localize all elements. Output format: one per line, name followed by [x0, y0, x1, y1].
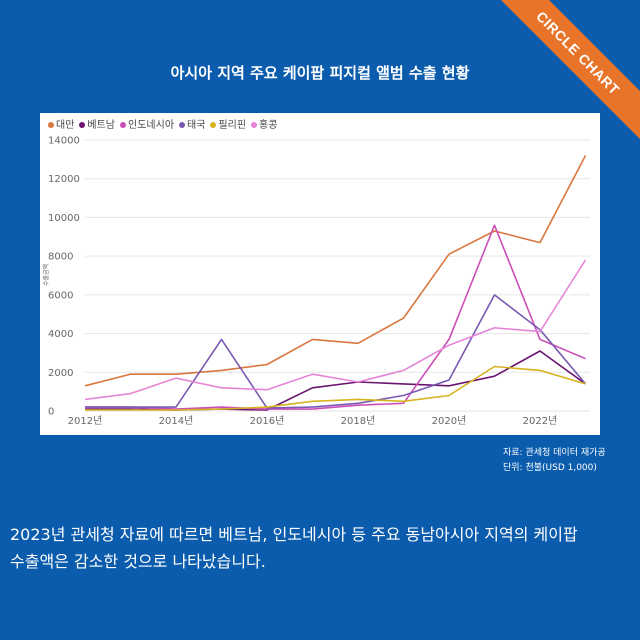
- series-line-태국: [85, 294, 587, 409]
- legend-label: 인도네시아: [128, 120, 175, 131]
- legend-label: 베트남: [87, 120, 116, 131]
- x-tick-label: 2020년: [432, 415, 467, 427]
- legend-swatch: [79, 122, 86, 128]
- legend-swatch: [210, 122, 217, 128]
- y-tick-label: 2000: [48, 368, 73, 379]
- y-tick-label: 10000: [48, 213, 80, 224]
- legend-item: 태국: [179, 116, 205, 131]
- chart-legend: 대만 베트남 인도네시아 태국 필리핀 홍콩: [48, 116, 282, 131]
- caption-line-1: 2023년 관세청 자료에 따르면 베트남, 인도네시아 등 주요 동남아시아 …: [10, 525, 578, 544]
- legend-label: 홍콩: [259, 120, 278, 131]
- legend-label: 필리핀: [218, 120, 247, 131]
- y-axis-label: 수출금액: [42, 264, 50, 286]
- y-tick-label: 8000: [48, 252, 73, 263]
- unit-line: 단위: 천불(USD 1,000): [503, 463, 597, 473]
- source-line: 자료: 관세청 데이터 재가공: [503, 448, 606, 458]
- x-tick-label: 2016년: [250, 415, 285, 427]
- x-tick-label: 2018년: [341, 415, 376, 427]
- source-note: 자료: 관세청 데이터 재가공 단위: 천불(USD 1,000): [503, 446, 606, 476]
- legend-item: 인도네시아: [120, 116, 174, 131]
- legend-label: 대만: [56, 120, 75, 131]
- x-tick-label: 2022년: [523, 415, 558, 427]
- legend-swatch: [251, 122, 258, 128]
- legend-label: 태국: [187, 120, 206, 131]
- series-line-대만: [84, 155, 587, 387]
- y-tick-label: 0: [48, 407, 54, 418]
- y-tick-label: 6000: [48, 290, 73, 301]
- y-tick-label: 4000: [48, 329, 73, 340]
- y-tick-label: 12000: [48, 174, 80, 185]
- legend-swatch: [179, 122, 186, 128]
- caption-text: 2023년 관세청 자료에 따르면 베트남, 인도네시아 등 주요 동남아시아 …: [10, 521, 640, 575]
- legend-item: 대만: [48, 116, 74, 131]
- series-line-필리핀: [85, 365, 586, 411]
- y-tick-label: 14000: [48, 136, 80, 147]
- series-line-인도네시아: [85, 224, 586, 410]
- chart-panel: 대만 베트남 인도네시아 태국 필리핀 홍콩 0 2000 4000 6000 8000 10000…: [40, 113, 600, 435]
- legend-item: 홍콩: [251, 116, 277, 131]
- legend-swatch: [48, 122, 54, 128]
- series-line-홍콩: [84, 259, 587, 401]
- page-title: 아시아 지역 주요 케이팝 피지컬 앨범 수출 현황: [170, 64, 470, 82]
- legend-item: 베트남: [79, 116, 115, 131]
- legend-item: 필리핀: [210, 116, 246, 131]
- line-chart: 0 2000 4000 6000 8000 10000 12000 14000 2012년 201…: [42, 136, 590, 427]
- caption-line-2: 수출액은 감소한 것으로 나타났습니다.: [10, 552, 266, 571]
- legend-swatch: [120, 122, 127, 128]
- x-tick-label: 2014년: [159, 415, 194, 427]
- x-tick-label: 2012년: [68, 415, 103, 427]
